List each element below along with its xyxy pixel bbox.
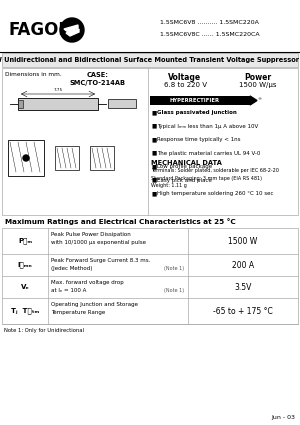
Text: Operating Junction and Storage: Operating Junction and Storage: [51, 302, 138, 307]
Polygon shape: [66, 29, 79, 36]
Text: Dimensions in mm.: Dimensions in mm.: [5, 72, 62, 77]
Bar: [2, 68, 298, 215]
Bar: [2, 228, 298, 324]
Text: (Note 1): (Note 1): [164, 288, 184, 293]
Text: 7.75: 7.75: [53, 88, 63, 92]
Text: ■: ■: [151, 124, 156, 128]
Text: MECHANICAL DATA: MECHANICAL DATA: [151, 160, 222, 166]
Text: ■: ■: [151, 150, 156, 156]
Text: ■: ■: [151, 110, 156, 115]
Text: Note 1: Only for Unidirectional: Note 1: Only for Unidirectional: [4, 328, 84, 333]
Bar: [8, 140, 44, 176]
Text: Low profile package: Low profile package: [157, 164, 212, 169]
Text: 1500 W Unidirectional and Bidirectional Surface Mounted Transient Voltage Suppre: 1500 W Unidirectional and Bidirectional …: [0, 57, 300, 63]
Text: HYPERRECTIFIER: HYPERRECTIFIER: [170, 98, 220, 103]
Text: SMC/TO-214AB: SMC/TO-214AB: [70, 80, 126, 86]
Text: P₝ₘ: P₝ₘ: [18, 238, 32, 244]
Circle shape: [60, 18, 84, 42]
Text: Power: Power: [244, 73, 272, 82]
Text: Tⱼ  T₝ₜₘ: Tⱼ T₝ₜₘ: [11, 308, 39, 314]
Text: The plastic material carries UL 94 V-0: The plastic material carries UL 94 V-0: [157, 150, 260, 156]
Text: Jun - 03: Jun - 03: [271, 415, 295, 420]
Text: 1.5SMC6V8C ...... 1.5SMC220CA: 1.5SMC6V8C ...... 1.5SMC220CA: [160, 31, 260, 37]
Text: Max. forward voltage drop: Max. forward voltage drop: [51, 280, 124, 285]
Polygon shape: [250, 96, 257, 105]
Text: ■: ■: [151, 137, 156, 142]
Text: 1500 W/μs: 1500 W/μs: [239, 82, 277, 88]
Bar: [0, 0, 300, 52]
Text: Peak Pulse Power Dissipation: Peak Pulse Power Dissipation: [51, 232, 131, 237]
Text: Standard Packaging: 3 mm tape (EIA RS 481): Standard Packaging: 3 mm tape (EIA RS 48…: [151, 176, 262, 181]
Circle shape: [23, 155, 29, 161]
Text: 200 A: 200 A: [232, 261, 254, 269]
Text: Maximum Ratings and Electrical Characteristics at 25 °C: Maximum Ratings and Electrical Character…: [5, 218, 236, 225]
Text: Temperature Range: Temperature Range: [51, 310, 105, 315]
Text: Voltage: Voltage: [168, 73, 202, 82]
Polygon shape: [64, 25, 78, 32]
Text: Easy pick and place: Easy pick and place: [157, 178, 212, 182]
Bar: [150, 96, 250, 105]
Text: Glass passivated junction: Glass passivated junction: [157, 110, 237, 115]
Text: ®: ®: [257, 97, 261, 101]
Text: 1500 W: 1500 W: [228, 236, 258, 246]
Bar: [18, 98, 98, 110]
Text: I₝ₘₙ: I₝ₘₙ: [18, 262, 32, 268]
Text: 1.5SMC6V8 .......... 1.5SMC220A: 1.5SMC6V8 .......... 1.5SMC220A: [160, 20, 259, 25]
Text: Weight: 1.11 g: Weight: 1.11 g: [151, 183, 187, 188]
Text: High temperature soldering 260 °C 10 sec: High temperature soldering 260 °C 10 sec: [157, 191, 274, 196]
Bar: [18, 100, 23, 108]
Bar: [55, 146, 79, 170]
Text: ■: ■: [151, 164, 156, 169]
Bar: [90, 146, 114, 170]
Text: Vₑ: Vₑ: [21, 284, 29, 290]
Text: Terminals: Solder plated, solderable per IEC 68-2-20: Terminals: Solder plated, solderable per…: [151, 168, 279, 173]
Text: (Jedec Method): (Jedec Method): [51, 266, 92, 271]
Text: -65 to + 175 °C: -65 to + 175 °C: [213, 306, 273, 315]
Text: Peak Forward Surge Current 8.3 ms.: Peak Forward Surge Current 8.3 ms.: [51, 258, 150, 263]
Bar: [108, 99, 136, 108]
Text: (Note 1): (Note 1): [164, 266, 184, 271]
Text: with 10/1000 μs exponential pulse: with 10/1000 μs exponential pulse: [51, 240, 146, 245]
Text: at Iₑ = 100 A: at Iₑ = 100 A: [51, 288, 86, 293]
Text: 6.8 to 220 V: 6.8 to 220 V: [164, 82, 206, 88]
Text: Typical Iₘₘ less than 1μ A above 10V: Typical Iₘₘ less than 1μ A above 10V: [157, 124, 258, 128]
Text: ■: ■: [151, 178, 156, 182]
Text: ■: ■: [151, 191, 156, 196]
Text: FAGOR: FAGOR: [8, 21, 71, 39]
Text: 3.5V: 3.5V: [234, 283, 252, 292]
Bar: [2, 53, 298, 67]
Text: Response time typically < 1ns: Response time typically < 1ns: [157, 137, 241, 142]
Text: CASE:: CASE:: [87, 72, 109, 78]
